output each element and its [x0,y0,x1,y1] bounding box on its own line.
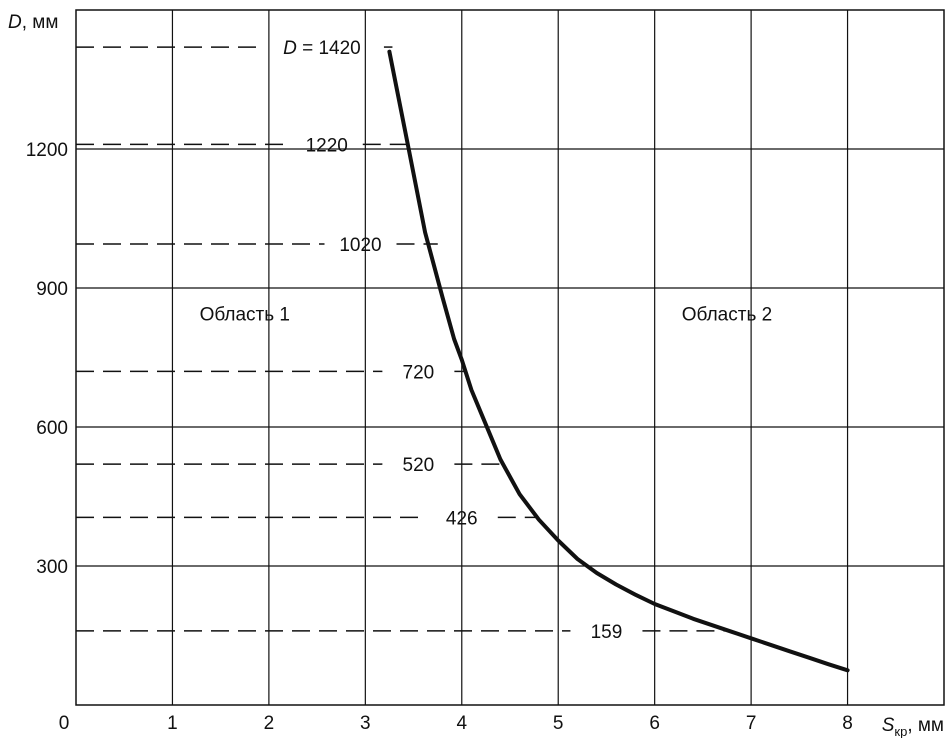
x-tick-label-5: 5 [553,713,564,734]
x-tick-label-3: 3 [360,713,371,734]
ref-label-d-symbol: D [283,38,297,59]
y-axis-label-unit: , мм [22,12,59,33]
x-tick-label-1: 1 [167,713,178,734]
grid-lines [76,10,944,705]
x-axis-label-sub: кр [894,724,907,738]
plot-frame [75,9,945,706]
reference-lines: D = 1420 1220 1020 720 520 426 159 [76,38,726,643]
series-group [387,49,850,673]
y-tick-label-1200: 1200 [26,140,68,161]
x-axis-label: Sкр, мм [882,715,944,738]
ref-label-1020: 1020 [339,235,381,256]
ref-label-159: 159 [591,622,623,643]
ref-label-d-value: = 1420 [297,38,361,59]
ref-label-520: 520 [403,455,435,476]
y-tick-label-300: 300 [36,557,68,578]
ref-label-1220: 1220 [306,135,348,156]
x-axis-label-unit: , мм [907,715,944,736]
region-label-1: Область 1 [200,304,290,325]
ref-label-426: 426 [446,508,478,529]
x-tick-label-8: 8 [842,713,853,734]
x-tick-label-6: 6 [649,713,660,734]
x-tick-label-7: 7 [746,713,757,734]
ref-label-720: 720 [403,362,435,383]
series-curve-0 [387,49,850,673]
labels-group: Область 1 Область 2 [200,304,773,325]
y-tick-label-900: 900 [36,279,68,300]
region-label-2: Область 2 [682,304,772,325]
x-tick-label-0: 0 [59,713,70,734]
y-tick-label-600: 600 [36,418,68,439]
y-axis-label-main: D [8,12,22,33]
x-tick-label-2: 2 [264,713,275,734]
y-axis-label: D, мм [8,12,58,33]
ref-label-D = 1420: D = 1420 [283,38,361,59]
x-axis-label-main: S [882,715,895,736]
x-tick-label-4: 4 [456,713,467,734]
